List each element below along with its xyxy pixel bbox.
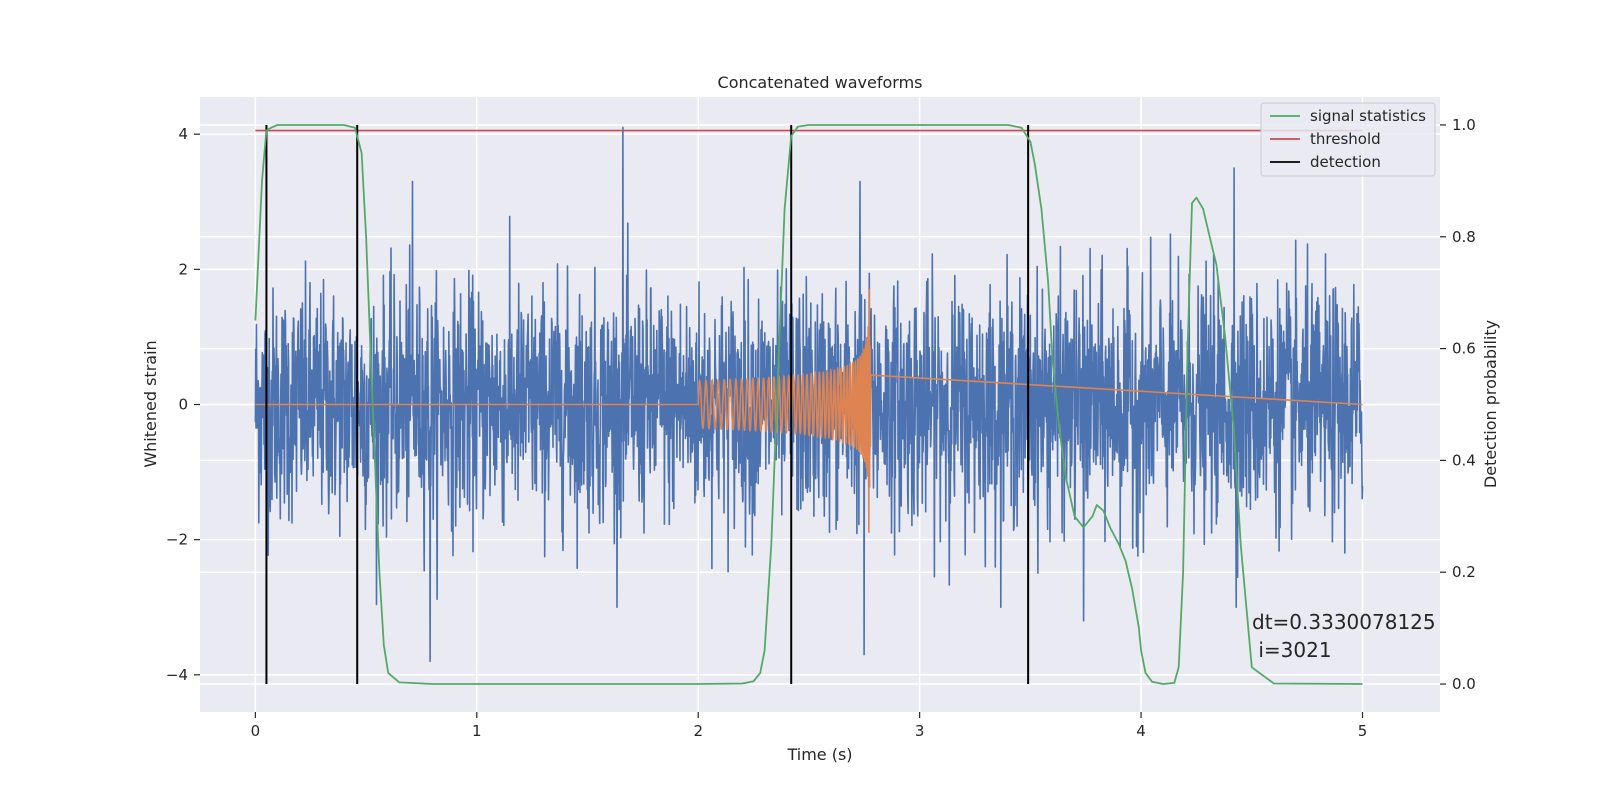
annotation-index: i=3021 <box>1252 638 1332 662</box>
annotation-dt: dt=0.3330078125 <box>1252 610 1436 634</box>
y2-tick-label: 0.2 <box>1452 563 1476 581</box>
y2-tick-label: 1.0 <box>1452 116 1476 134</box>
signal-statistics-line <box>254 124 1363 685</box>
strain-series-line <box>254 126 1364 663</box>
x-tick-label: 1 <box>472 722 482 740</box>
legend: signal statistics threshold detection <box>1260 102 1436 177</box>
y-tick-label: 4 <box>178 125 188 143</box>
x-axis-ticks: 0 1 2 3 4 5 <box>251 712 1368 740</box>
detection-lines <box>265 124 1030 685</box>
y-tick-label: 2 <box>178 260 188 278</box>
y2-tick-label: 0.4 <box>1452 451 1476 469</box>
x-tick-label: 5 <box>1358 722 1368 740</box>
x-tick-label: 3 <box>915 722 925 740</box>
y-tick-label: 0 <box>178 396 188 414</box>
y2-tick-label: 0.0 <box>1452 675 1476 693</box>
chart-title: Concatenated waveforms <box>718 73 923 92</box>
injection-series-line <box>255 288 1363 533</box>
injection-layer <box>255 288 1363 533</box>
y-axis-ticks: −4 −2 0 2 4 <box>166 125 200 684</box>
y2-axis-ticks: 0.0 0.2 0.4 0.6 0.8 1.0 <box>1440 116 1476 693</box>
legend-label-signal-statistics: signal statistics <box>1310 107 1426 125</box>
y2-tick-label: 0.6 <box>1452 340 1476 358</box>
legend-label-detection: detection <box>1310 153 1381 171</box>
x-tick-label: 2 <box>693 722 703 740</box>
legend-label-threshold: threshold <box>1310 130 1381 148</box>
legend-box <box>1260 102 1436 177</box>
y2-tick-label: 0.8 <box>1452 228 1476 246</box>
x-tick-label: 0 <box>251 722 261 740</box>
y-tick-label: −2 <box>166 531 188 549</box>
y2-axis-label: Detection probability <box>1481 320 1500 488</box>
strain-layer <box>254 126 1364 663</box>
y-tick-label: −4 <box>166 666 188 684</box>
x-axis-label: Time (s) <box>786 745 852 764</box>
y-axis-label: Whitened strain <box>141 340 160 467</box>
x-tick-label: 4 <box>1136 722 1146 740</box>
